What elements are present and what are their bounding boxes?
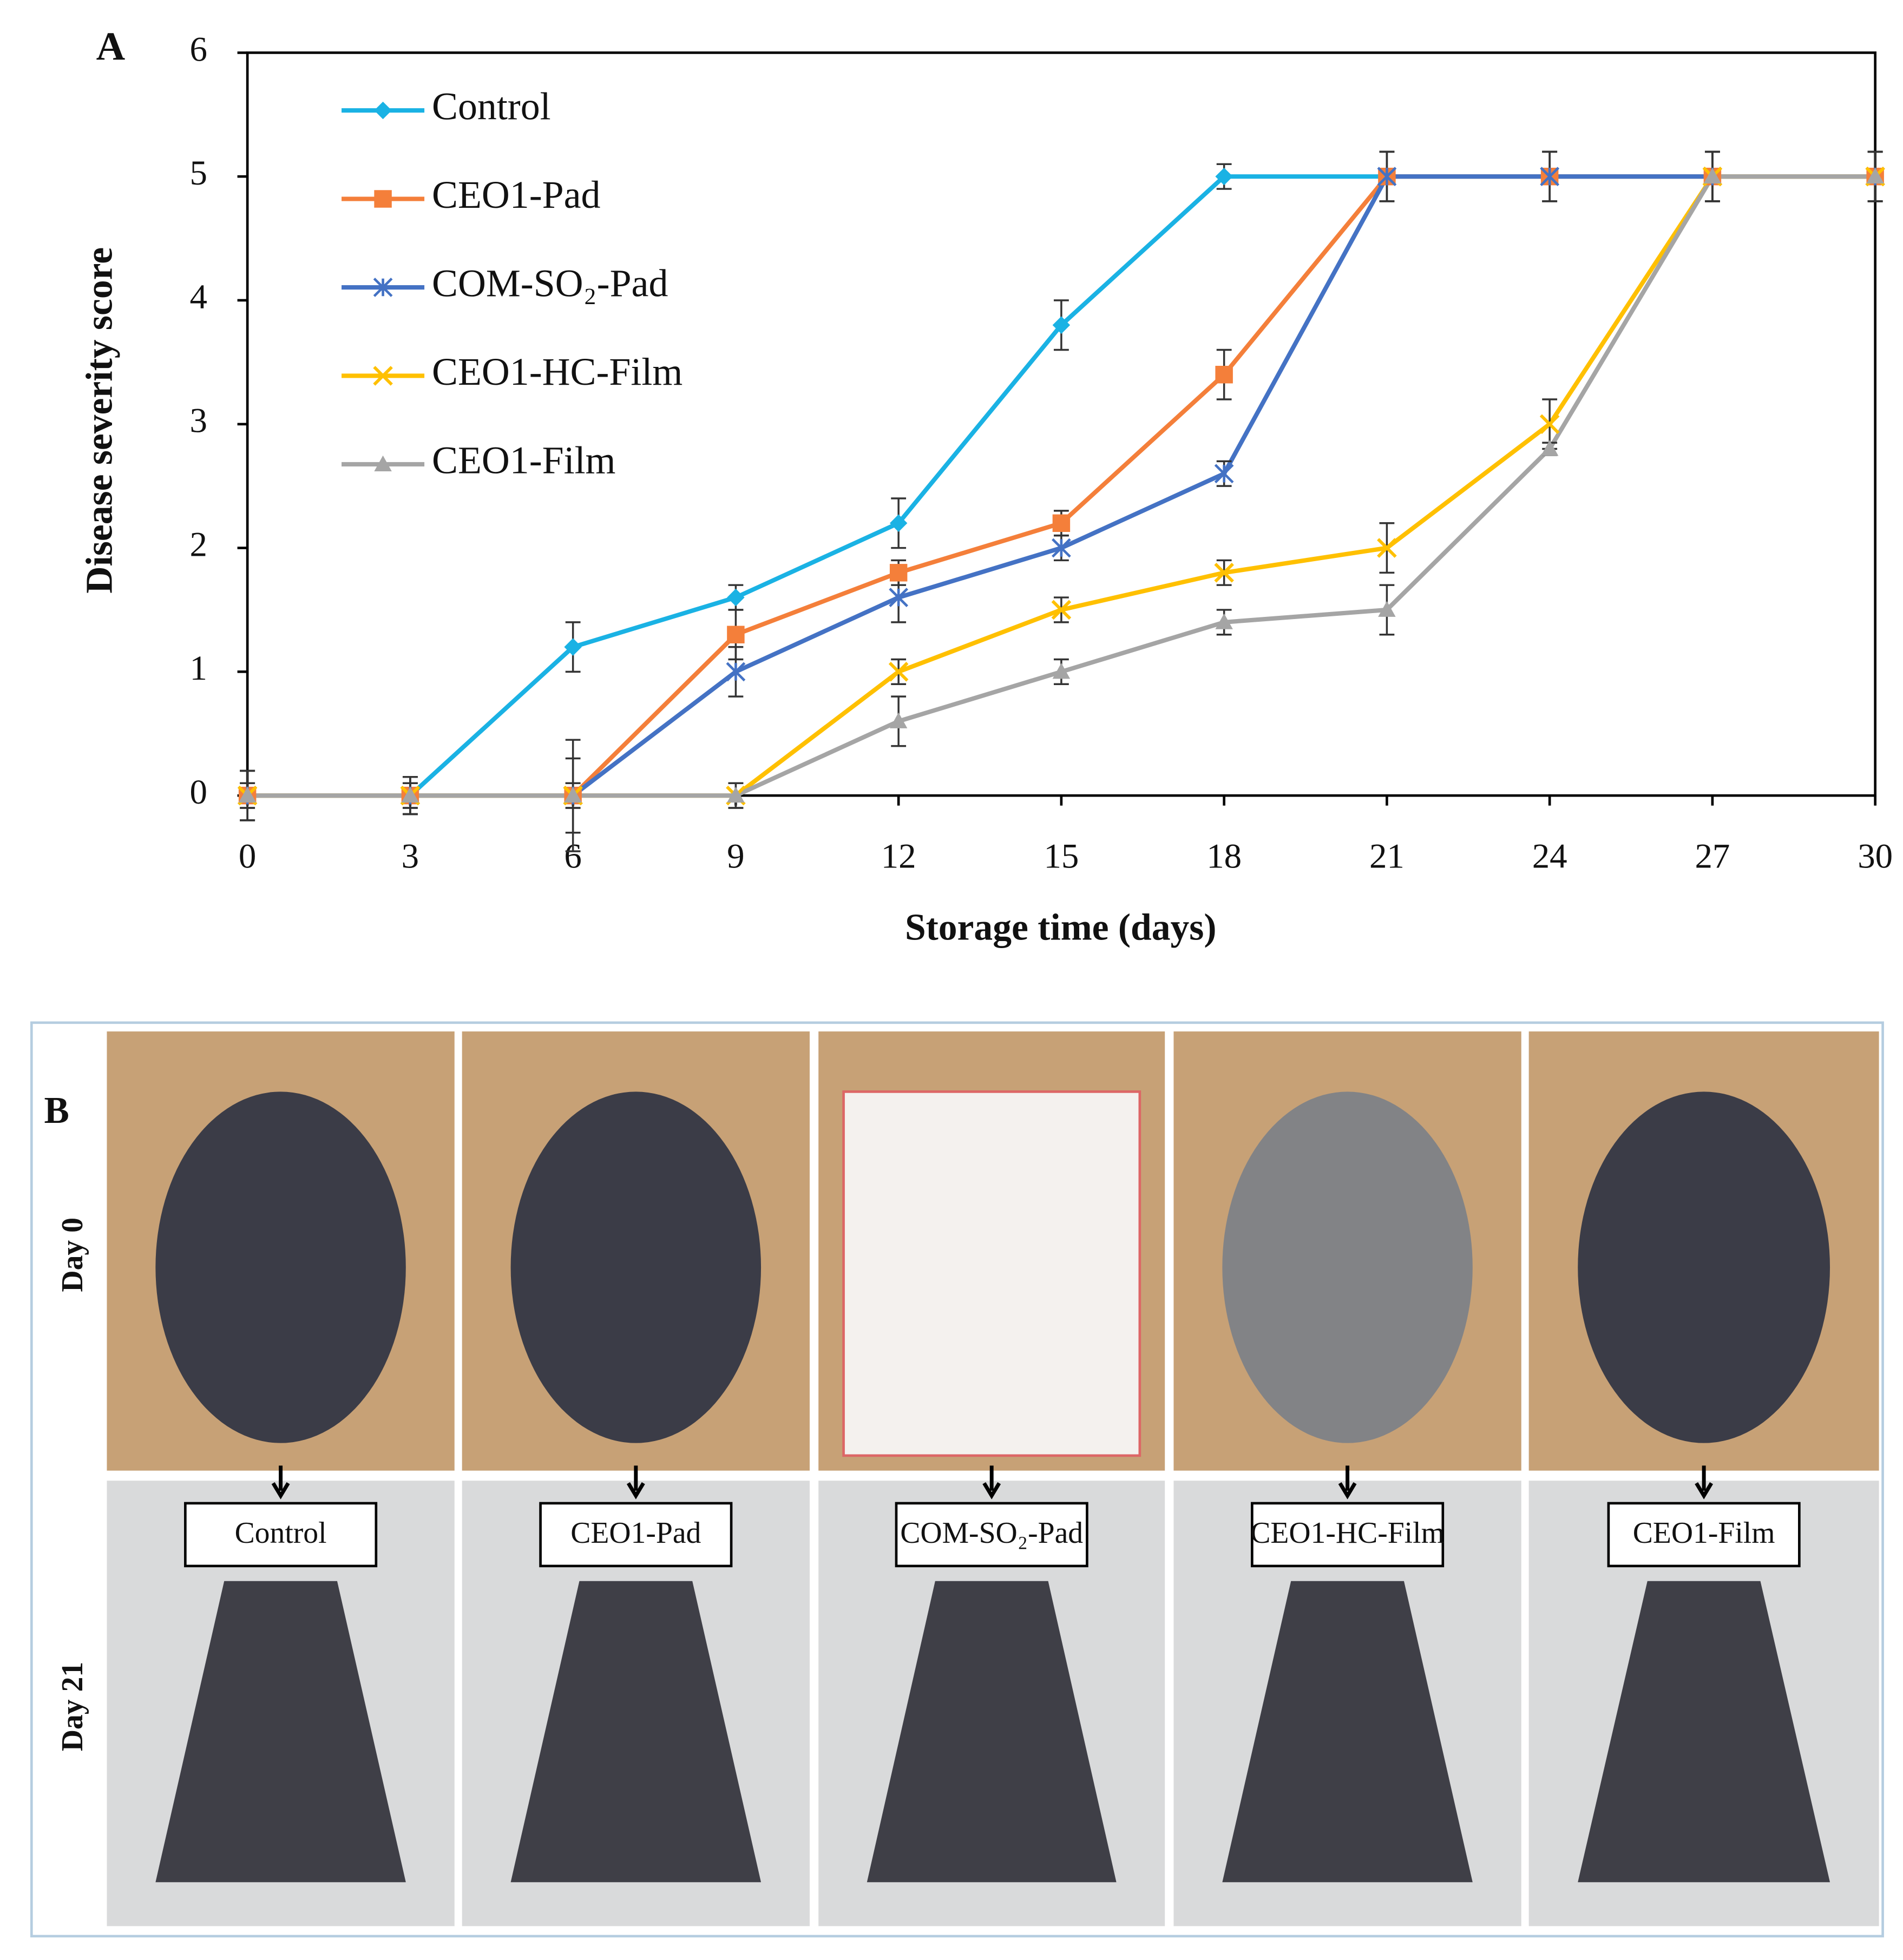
grapes xyxy=(1222,1581,1473,1883)
marker xyxy=(888,662,909,682)
legend-label: CEO1-HC-Film xyxy=(432,350,683,393)
marker xyxy=(1703,167,1722,184)
arrow xyxy=(1338,1465,1357,1499)
marker xyxy=(889,588,909,607)
x-tick-label: 30 xyxy=(1858,837,1893,876)
label-box xyxy=(539,1502,733,1568)
marker xyxy=(889,564,908,582)
pad xyxy=(842,1090,1141,1457)
marker xyxy=(1377,167,1397,187)
marker xyxy=(1215,613,1233,629)
label-box xyxy=(184,1502,378,1568)
x-tick-label: 9 xyxy=(727,837,744,876)
arrow xyxy=(982,1465,1001,1499)
marker xyxy=(1215,366,1233,384)
marker xyxy=(889,712,908,728)
marker xyxy=(401,786,419,803)
arrow xyxy=(626,1465,645,1499)
photo-label: COM-SO₂-Pad xyxy=(900,1516,1083,1550)
photo-label: Control xyxy=(235,1516,327,1550)
marker xyxy=(727,588,745,607)
panel-label: A xyxy=(96,24,126,69)
grapes xyxy=(155,1581,406,1883)
marker xyxy=(1214,464,1234,484)
label-box xyxy=(895,1502,1088,1568)
marker xyxy=(1377,538,1397,558)
x-tick-label: 21 xyxy=(1369,837,1405,876)
label-box xyxy=(1607,1502,1801,1568)
marker xyxy=(726,662,746,682)
marker xyxy=(1378,601,1396,617)
x-tick-label: 18 xyxy=(1206,837,1242,876)
grapes xyxy=(1578,1581,1830,1883)
panel-label: B xyxy=(44,1090,69,1132)
photo-label: CEO1-HC-Film xyxy=(1250,1516,1445,1550)
photos: Control CEO1-Pad COM-SO₂-Pad CEO1-HC-Film CE… xyxy=(107,1031,1879,1926)
legend-label: Control xyxy=(432,85,551,128)
y-tick-label: 4 xyxy=(189,278,207,317)
marker xyxy=(1052,316,1071,334)
legend-marker xyxy=(374,455,392,471)
row-label: Day 0 xyxy=(56,1218,89,1292)
y-tick-label: 3 xyxy=(189,402,207,440)
x-tick-label: 24 xyxy=(1532,837,1567,876)
marker xyxy=(889,514,908,532)
arrow xyxy=(271,1465,290,1499)
legend-label: COM-SO₂-Pad xyxy=(432,262,668,305)
grapes xyxy=(1222,1091,1473,1443)
grapes xyxy=(155,1091,406,1443)
y-tick-label: 2 xyxy=(189,525,207,564)
legend-label: CEO1-Film xyxy=(432,438,615,482)
grapes xyxy=(867,1581,1117,1883)
marker xyxy=(1540,440,1559,456)
legend-label: CEO1-Pad xyxy=(432,173,600,216)
marker xyxy=(727,786,745,803)
y-axis-title: Disease severity score xyxy=(78,247,120,594)
legend-marker xyxy=(373,278,393,297)
marker xyxy=(727,626,745,643)
x-tick-label: 3 xyxy=(402,837,419,876)
x-tick-label: 15 xyxy=(1044,837,1079,876)
x-tick-label: 27 xyxy=(1695,837,1730,876)
grapes xyxy=(510,1581,762,1883)
legend-marker xyxy=(374,101,392,120)
marker xyxy=(1866,167,1884,184)
x-tick-label: 0 xyxy=(239,837,256,876)
marker xyxy=(1539,414,1560,435)
grapes xyxy=(1578,1091,1830,1443)
photo-label: CEO1-Pad xyxy=(570,1516,701,1550)
marker xyxy=(1214,563,1234,583)
y-tick-label: 1 xyxy=(189,649,207,688)
marker xyxy=(564,786,582,803)
y-tick-label: 6 xyxy=(189,30,207,69)
marker xyxy=(1052,538,1071,558)
x-tick-label: 12 xyxy=(881,837,916,876)
row-label: Day 21 xyxy=(56,1662,89,1751)
legend-marker xyxy=(373,366,393,386)
marker xyxy=(238,786,257,803)
grapes xyxy=(510,1091,762,1443)
y-tick-label: 0 xyxy=(189,773,207,812)
label-box xyxy=(1251,1502,1445,1568)
x-axis-title: Storage time (days) xyxy=(905,907,1217,949)
marker xyxy=(1051,600,1072,620)
marker xyxy=(1052,663,1071,679)
arrow xyxy=(1695,1465,1714,1499)
legend-marker xyxy=(374,190,392,208)
marker xyxy=(1540,167,1560,187)
y-tick-label: 5 xyxy=(189,154,207,193)
photo-label: CEO1-Film xyxy=(1633,1516,1775,1550)
marker xyxy=(1052,514,1071,532)
